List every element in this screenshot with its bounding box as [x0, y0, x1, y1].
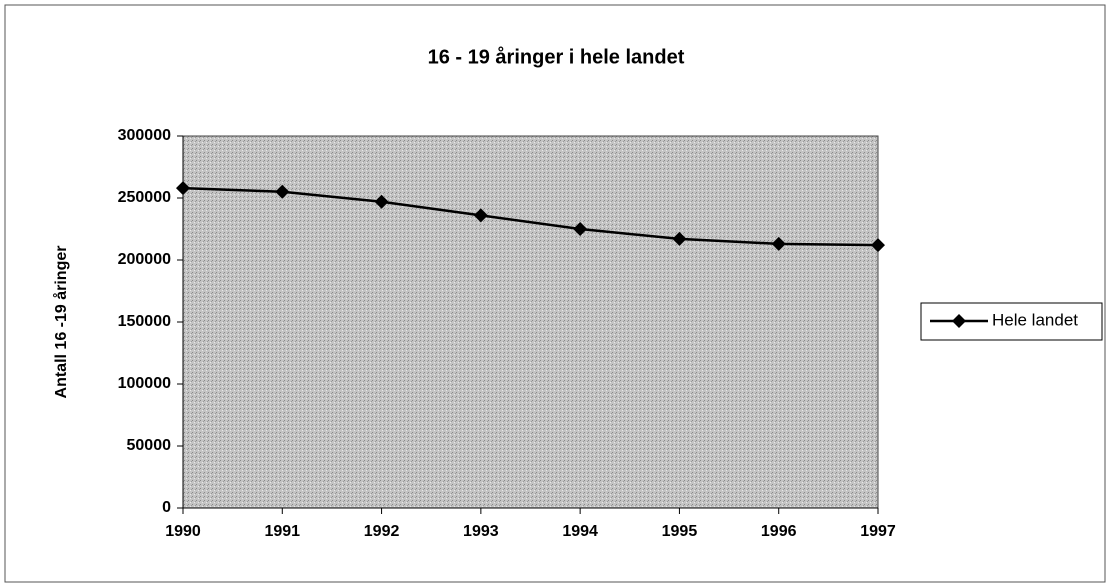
x-tick-label: 1991 [264, 523, 300, 540]
marker [473, 208, 488, 223]
y-tick-label: 200000 [118, 251, 171, 268]
marker [771, 236, 786, 251]
x-tick-label: 1995 [662, 523, 698, 540]
y-tick-label: 100000 [118, 375, 171, 392]
marker [573, 222, 588, 236]
x-tick-label: 1994 [562, 523, 598, 540]
y-axis-label: Antall 16 -19 åringer [52, 246, 70, 399]
x-tick-label: 1990 [165, 523, 201, 540]
chart-title: 16 - 19 åringer i hele landet [428, 45, 685, 68]
y-tick-label: 0 [162, 499, 171, 516]
y-tick-label: 300000 [118, 127, 171, 144]
y-tick-label: 250000 [118, 189, 171, 206]
y-tick-label: 150000 [118, 313, 171, 330]
marker [275, 184, 290, 199]
marker [871, 238, 885, 253]
y-tick-label: 50000 [127, 437, 172, 454]
x-tick-label: 1996 [761, 523, 797, 540]
legend-marker [952, 314, 966, 328]
marker [672, 231, 687, 246]
marker [176, 181, 190, 196]
x-tick-label: 1997 [860, 523, 896, 540]
x-tick-label: 1993 [463, 523, 499, 540]
marker [374, 194, 389, 209]
plot-area [182, 135, 879, 509]
line [182, 186, 879, 247]
legend-label: Hele landet [992, 310, 1078, 329]
x-tick-label: 1992 [364, 523, 400, 540]
